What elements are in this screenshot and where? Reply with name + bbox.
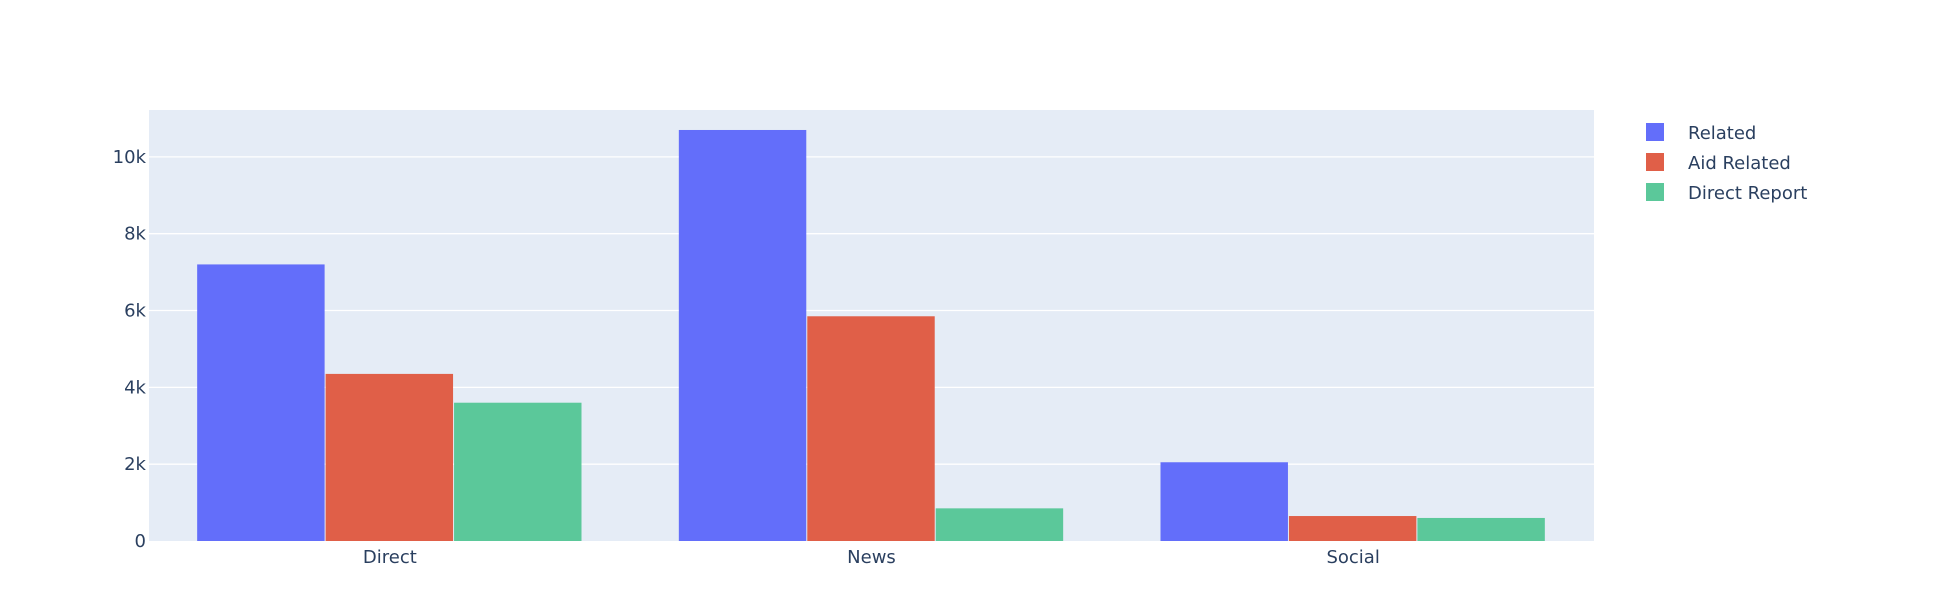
legend-item[interactable]: Direct Report [1646,183,1807,204]
bar-aid-related-social[interactable] [1288,516,1417,541]
x-tick-label: Social [1326,547,1379,568]
legend-swatch [1646,153,1664,171]
y-tick-label: 0 [135,531,146,552]
y-tick-label: 4k [124,377,146,398]
bar-related-news[interactable] [678,129,807,542]
y-axis-tick-labels: 0 2k 4k 6k 8k 10k [113,147,147,552]
legend-label: Related [1688,123,1756,144]
x-axis-tick-labels: Direct News Social [363,547,1380,568]
bar-direct-report-direct[interactable] [454,402,582,541]
legend-label: Aid Related [1688,153,1791,174]
bar-aid-related-direct[interactable] [325,373,454,541]
x-tick-label: Direct [363,547,417,568]
x-tick-label: News [847,547,896,568]
y-tick-label: 2k [124,454,146,475]
bar-aid-related-news[interactable] [807,316,935,541]
legend-item[interactable]: Aid Related [1646,153,1791,174]
legend-swatch [1646,183,1664,201]
legend-item[interactable]: Related [1646,123,1756,144]
bar-related-social[interactable] [1160,462,1288,541]
legend-label: Direct Report [1688,183,1807,204]
legend-swatch [1646,123,1664,141]
bar-direct-report-news[interactable] [935,508,1064,541]
y-tick-label: 6k [124,301,146,322]
y-tick-label: 8k [124,224,146,245]
legend[interactable]: Related Aid Related Direct Report [1646,123,1807,204]
bar-related-direct[interactable] [197,264,325,541]
bar-direct-report-social[interactable] [1417,517,1545,541]
bars [197,129,1545,542]
y-tick-label: 10k [113,147,147,168]
